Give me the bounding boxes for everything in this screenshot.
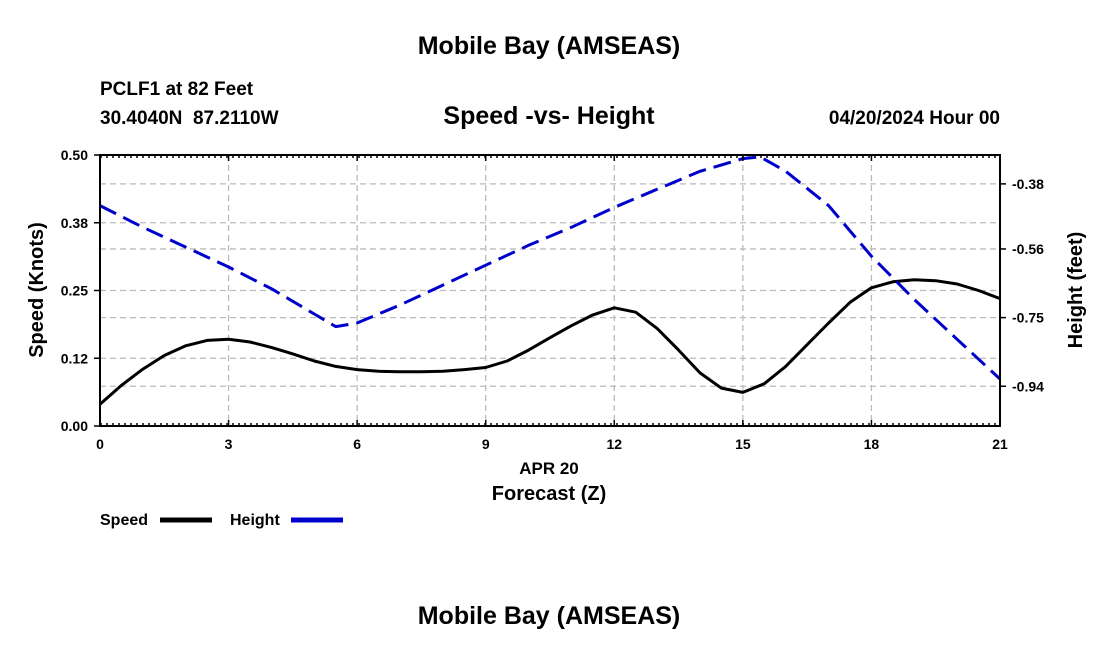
x-tick-label: 21 [992, 436, 1008, 452]
y-right-tick-label: -0.75 [1012, 310, 1044, 326]
y-axis-right-title: Height (feet) [1065, 232, 1087, 349]
axis-ticks: 0 3 6 9 12 15 18 21 0.00 0.12 0.25 0.38 0.50 -0.38 -0.… [61, 147, 1044, 452]
y-right-tick-label: -0.38 [1012, 176, 1044, 192]
legend-label-height: Height [230, 512, 280, 529]
y-left-tick-label: 0.50 [61, 147, 88, 163]
x-tick-label: 12 [606, 436, 622, 452]
page-title: Mobile Bay (AMSEAS) [418, 32, 681, 60]
x-axis-title: Forecast (Z) [492, 483, 606, 505]
data-series [99, 155, 1002, 406]
y-left-tick-label: 0.25 [61, 283, 88, 299]
x-tick-label: 0 [96, 436, 104, 452]
series-line-speed [99, 278, 1001, 406]
y-left-tick-label: 0.00 [61, 418, 88, 434]
run-time: 04/20/2024 Hour 00 [829, 108, 1000, 129]
y-right-tick-label: -0.56 [1012, 241, 1044, 257]
x-tick-label: 9 [482, 436, 490, 452]
y-left-tick-label: 0.38 [61, 215, 88, 231]
x-tick-label: 3 [225, 436, 233, 452]
x-tick-label: 6 [353, 436, 361, 452]
grid-lines [100, 155, 1000, 426]
x-tick-label: 18 [864, 436, 880, 452]
chart-title: Speed -vs- Height [443, 102, 655, 130]
series-line-height [99, 155, 1002, 381]
footer-title: Mobile Bay (AMSEAS) [418, 602, 681, 630]
station-name: PCLF1 at 82 Feet [100, 79, 254, 100]
legend: Speed Height [100, 512, 343, 529]
y-right-tick-label: -0.94 [1012, 378, 1044, 394]
x-axis-date-label: APR 20 [519, 459, 579, 478]
station-coordinates: 30.4040N 87.2110W [100, 108, 279, 129]
legend-label-speed: Speed [100, 512, 148, 529]
y-axis-left-title: Speed (Knots) [26, 222, 48, 358]
y-left-tick-label: 0.12 [61, 350, 88, 366]
x-tick-label: 15 [735, 436, 751, 452]
